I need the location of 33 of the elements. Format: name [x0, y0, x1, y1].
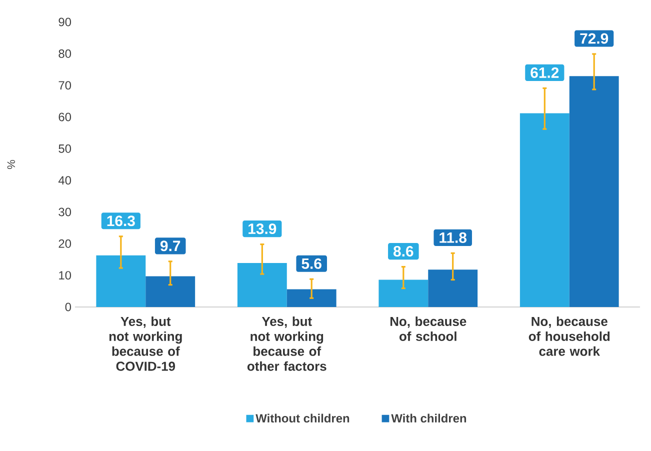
x-tick-label: No, because of household care work: [528, 316, 610, 356]
y-tick-label: 80: [58, 49, 72, 58]
bar: [146, 276, 196, 307]
y-tick-label: 40: [58, 176, 72, 185]
y-axis-title: %: [7, 160, 15, 169]
y-tick-label: 0: [65, 302, 72, 312]
y-tick-label: 90: [58, 18, 72, 26]
data-label: 9.7: [160, 240, 180, 252]
data-label: 72.9: [580, 33, 608, 44]
data-label: 5.6: [302, 258, 322, 269]
x-tick-label: No, because of school: [390, 316, 466, 341]
bar: [520, 113, 570, 307]
x-tick-label: Yes, but not working because of other factors: [247, 316, 326, 371]
bar: [96, 255, 146, 307]
y-tick-label: 20: [58, 239, 72, 248]
legend-label: Without children: [256, 414, 350, 423]
data-label: 61.2: [530, 67, 559, 78]
x-tick-label: Yes, but not working because of COVID-19: [109, 316, 182, 371]
bar: [237, 262, 287, 307]
data-label: 11.8: [440, 232, 467, 243]
y-tick-label: 70: [58, 81, 72, 90]
bar: [569, 76, 619, 307]
data-label: 16.3: [107, 216, 135, 226]
y-tick-label: 10: [59, 271, 72, 280]
data-label: 13.9: [248, 223, 276, 234]
legend-label: With children: [391, 414, 466, 423]
y-tick-label: 50: [58, 144, 72, 153]
bar: [378, 280, 428, 307]
y-tick-label: 30: [58, 208, 72, 216]
data-label: 8.6: [393, 246, 414, 257]
y-tick-label: 60: [58, 112, 72, 122]
bar: [286, 289, 336, 307]
bar: [428, 270, 478, 307]
